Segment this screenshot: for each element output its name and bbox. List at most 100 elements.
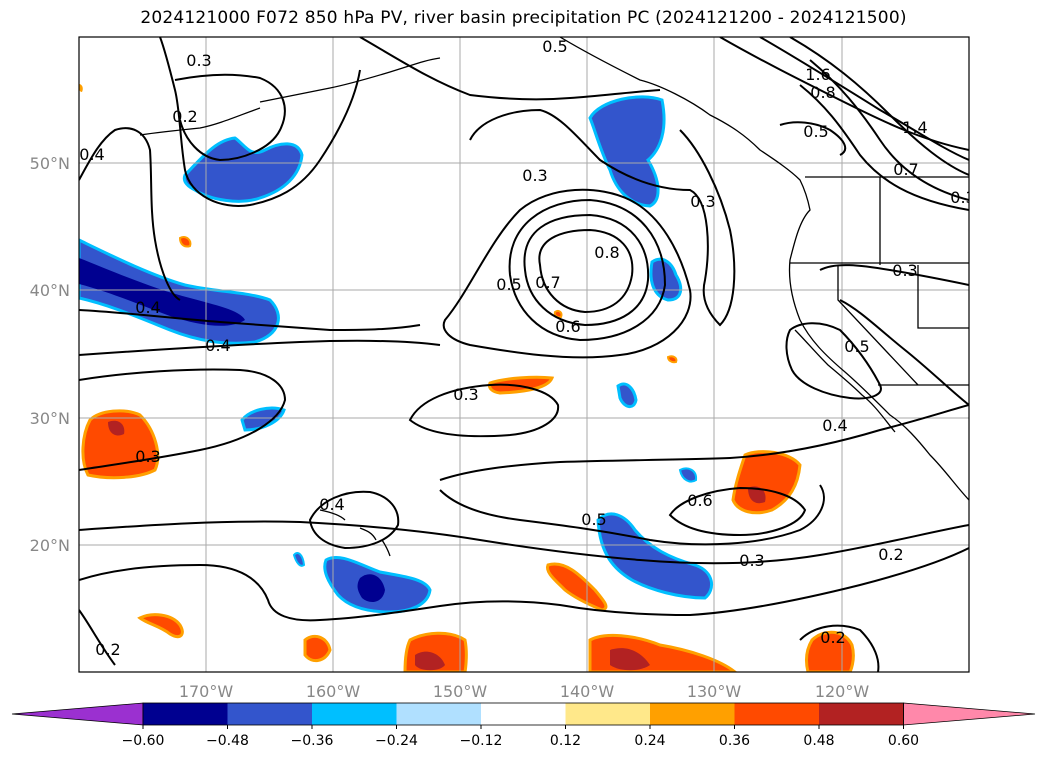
pos-region-tiny-b	[666, 355, 678, 364]
colorbar-segment	[481, 703, 566, 725]
jet-contour-2	[759, 37, 969, 161]
colorbar-tick-label: 0.24	[634, 733, 665, 749]
state-line-2	[917, 265, 969, 329]
contour-04-east	[839, 299, 969, 406]
colorbar-extend-high	[903, 702, 1036, 726]
pos-region-tiny-d	[79, 84, 83, 92]
colorbar-extend-low	[11, 702, 144, 726]
contour-label: 1.4	[902, 118, 927, 137]
contour-label: 0.4	[319, 495, 344, 514]
pos-core-south-c	[415, 651, 445, 671]
contour-03-upper	[469, 108, 736, 327]
contour-label: 0.3	[950, 188, 975, 207]
contour-04-lower	[439, 404, 969, 481]
colorbar-segment	[734, 703, 819, 725]
colorbar-tick-label: −0.36	[291, 733, 334, 749]
contour-03-west	[79, 368, 287, 471]
contour-05-lower	[439, 484, 825, 546]
map-title: 2024121000 F072 850 hPa PV, river basin …	[140, 8, 907, 28]
contour-label: 0.4	[135, 298, 160, 317]
colorbar-tick-label: −0.12	[460, 733, 503, 749]
colorbar-tick-label: −0.24	[375, 733, 418, 749]
contour-label: 0.3	[522, 166, 547, 185]
contour-label: 0.3	[135, 447, 160, 466]
colorbar-segment	[819, 703, 904, 725]
jet-contour-5	[799, 84, 969, 211]
plot-frame	[78, 36, 970, 673]
contour-ring-1	[538, 228, 634, 314]
neg-region-tiny-b	[678, 467, 698, 483]
longitude-labels: 170°W 160°W 150°W 140°W 130°W 120°W	[179, 682, 870, 701]
neg-region-gulf-alaska	[588, 95, 666, 208]
gridlines	[79, 37, 969, 672]
jet-contour-3	[789, 37, 969, 176]
neg-region-sw	[240, 406, 286, 432]
colorbar-tick-label: 0.12	[550, 733, 581, 749]
contour-label: 0.2	[172, 107, 197, 126]
pos-region-east	[731, 450, 802, 515]
contour-label: 0.4	[822, 416, 847, 435]
colorbar-segment	[396, 703, 481, 725]
contour-label: 0.3	[739, 551, 764, 570]
colorbar-segment	[227, 703, 312, 725]
contour-label: 1.6	[805, 65, 830, 84]
contour-02-sub	[79, 547, 969, 622]
contour-label: 0.8	[594, 243, 619, 262]
colorbar-tick-label: 0.48	[803, 733, 834, 749]
contour-04-band-b	[79, 339, 441, 356]
neg-region-small-30n	[616, 382, 638, 408]
colorbar-segment	[143, 703, 228, 725]
lat-label-20n: 20°N	[30, 536, 70, 555]
pv-contours	[79, 37, 969, 672]
contour-label: 0.5	[496, 275, 521, 294]
contour-label: 0.4	[205, 336, 230, 355]
contour-label: 0.3	[186, 51, 211, 70]
contour-03-nw	[159, 37, 361, 207]
contour-04-hawaii	[308, 490, 400, 550]
baja-coast	[794, 329, 896, 433]
contour-label: 0.5	[542, 37, 567, 56]
alaska-coast	[559, 37, 969, 501]
contour-label: 0.5	[803, 122, 828, 141]
contour-label: 0.2	[820, 628, 845, 647]
jet-contour-4	[809, 59, 969, 201]
neg-core-central-band	[79, 258, 245, 326]
contour-05-east	[785, 322, 882, 400]
lon-label-170w: 170°W	[179, 682, 234, 701]
lat-label-40n: 40°N	[30, 281, 70, 300]
contour-label: 0.5	[844, 337, 869, 356]
plot-area: 0.5 0.3 0.2 0.4 1.6 0.8 1.4 0.5 0.7 0.3 …	[79, 37, 975, 672]
colorbar-tick-label: 0.60	[888, 733, 919, 749]
contour-label: 0.2	[878, 545, 903, 564]
contour-label: 0.6	[555, 317, 580, 336]
contour-label: 0.2	[95, 640, 120, 659]
colorbar-tick-label: −0.48	[206, 733, 249, 749]
contour-label: 0.3	[892, 261, 917, 280]
contour-ring-2	[523, 213, 650, 327]
lon-label-140w: 140°W	[560, 682, 615, 701]
lon-label-130w: 130°W	[687, 682, 742, 701]
pos-region-tiny-a	[178, 236, 192, 248]
coastlines	[139, 37, 969, 557]
contour-labels: 0.5 0.3 0.2 0.4 1.6 0.8 1.4 0.5 0.7 0.3 …	[79, 37, 975, 659]
contour-label: 0.8	[810, 83, 835, 102]
neg-region-tiny-a	[292, 552, 306, 567]
contour-ring-4	[442, 188, 692, 359]
contour-02-se	[799, 624, 880, 672]
contour-label: 0.7	[535, 273, 560, 292]
contour-label: 0.3	[453, 385, 478, 404]
contour-06	[668, 486, 807, 537]
lon-label-150w: 150°W	[433, 682, 488, 701]
contour-04-band	[79, 309, 421, 332]
contour-label: 0.6	[687, 491, 712, 510]
pos-core-south-b	[610, 648, 650, 671]
colorbar-tick-label: 0.36	[719, 733, 750, 749]
pos-core-east	[748, 486, 766, 504]
colorbar-segment	[650, 703, 735, 725]
latitude-labels: 50°N 40°N 30°N 20°N	[30, 154, 70, 555]
hawaii-islands	[319, 509, 391, 557]
contour-05-top	[359, 37, 661, 101]
pos-core-west	[108, 420, 125, 436]
contour-03-east	[819, 264, 969, 286]
